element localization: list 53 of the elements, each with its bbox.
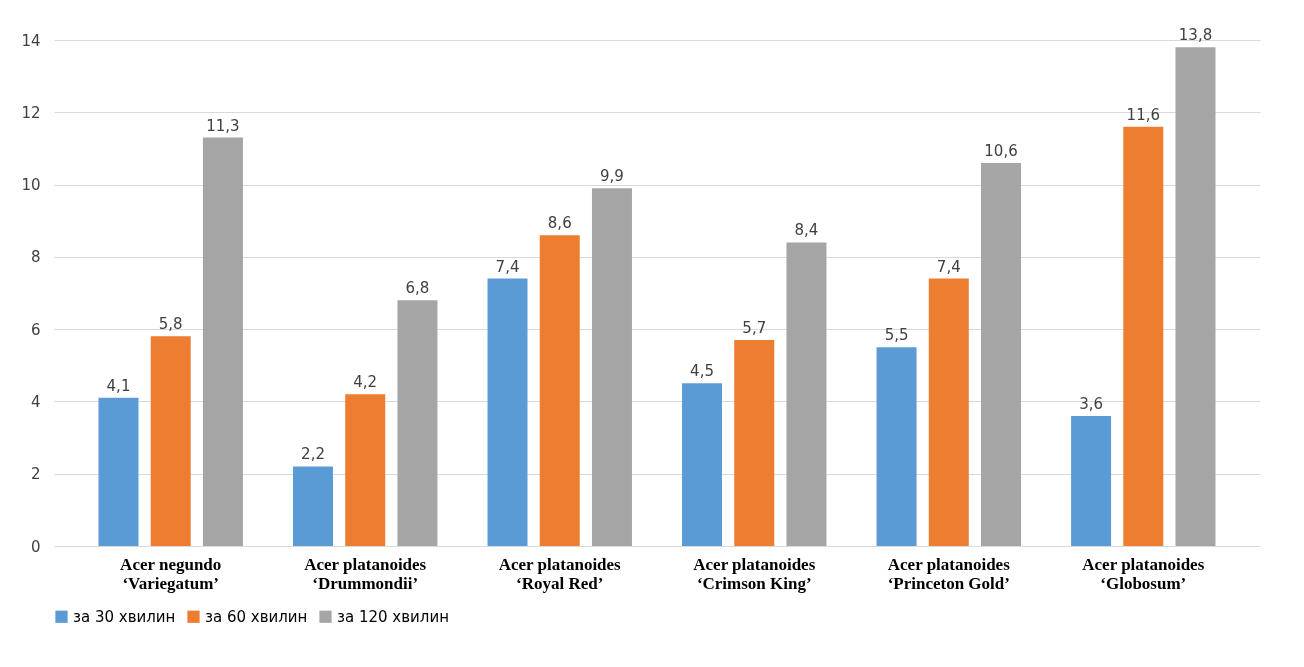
y-tick-label: 0: [30, 537, 41, 556]
y-tick-label: 8: [30, 248, 41, 267]
bar: [150, 336, 191, 546]
y-tick-label: 10: [21, 176, 41, 195]
bar: [1123, 126, 1164, 546]
data-label: 11,3: [206, 116, 240, 135]
x-tick-label: Acer platanoides ‘Royal Red’: [498, 554, 622, 593]
data-label: 2,2: [301, 445, 325, 464]
y-tick-label: 2: [30, 465, 41, 484]
data-label: 7,4: [495, 257, 520, 276]
data-label: 8,6: [547, 214, 572, 233]
bar: [876, 347, 917, 546]
legend-label: за 30 хвилин: [73, 607, 176, 626]
legend-label: за 60 хвилин: [205, 607, 308, 626]
x-tick-label: Acer platanoides ‘Globosum’: [1082, 554, 1205, 593]
data-label: 9,9: [600, 167, 624, 186]
y-tick-label: 4: [30, 392, 41, 411]
data-label: 11,6: [1126, 105, 1160, 124]
data-label: 4,1: [106, 376, 131, 395]
x-tick-label: Acer platanoides ‘Drummondii’: [304, 554, 427, 593]
data-label: 8,4: [794, 221, 819, 240]
data-label: 13,8: [1178, 26, 1213, 45]
bar: [682, 383, 723, 546]
data-label: 3,6: [1079, 394, 1103, 413]
data-label: 5,7: [742, 318, 767, 337]
data-label: 5,8: [158, 315, 183, 334]
bar: [786, 242, 827, 546]
bar: [397, 300, 438, 546]
bar: [1175, 47, 1216, 546]
y-tick-label: 12: [21, 103, 41, 122]
bar: [734, 339, 775, 546]
bar: [591, 188, 632, 546]
y-tick-label: 6: [30, 320, 41, 339]
x-tick-label: Acer platanoides ‘Crimson King’: [693, 554, 816, 593]
bar: [487, 278, 528, 546]
bar: [1071, 415, 1112, 546]
x-tick-label: Acer negundo ‘Variegatum’: [120, 554, 222, 593]
bar: [98, 397, 139, 546]
data-label: 6,8: [405, 279, 430, 298]
bar: [202, 137, 243, 546]
bar: [345, 394, 386, 546]
data-label: 5,5: [884, 326, 909, 345]
bar: [539, 235, 580, 546]
bar: [293, 466, 334, 546]
bar: [980, 162, 1021, 546]
data-label: 4,2: [353, 373, 378, 392]
legend-label: за 120 хвилин: [337, 607, 449, 626]
data-label: 4,5: [690, 362, 714, 381]
y-tick-label: 14: [21, 31, 41, 50]
data-label: 10,6: [984, 141, 1018, 160]
data-label: 7,4: [936, 257, 961, 276]
x-tick-label: Acer platanoides ‘Princeton Gold’: [887, 554, 1011, 593]
bar: [928, 278, 969, 546]
